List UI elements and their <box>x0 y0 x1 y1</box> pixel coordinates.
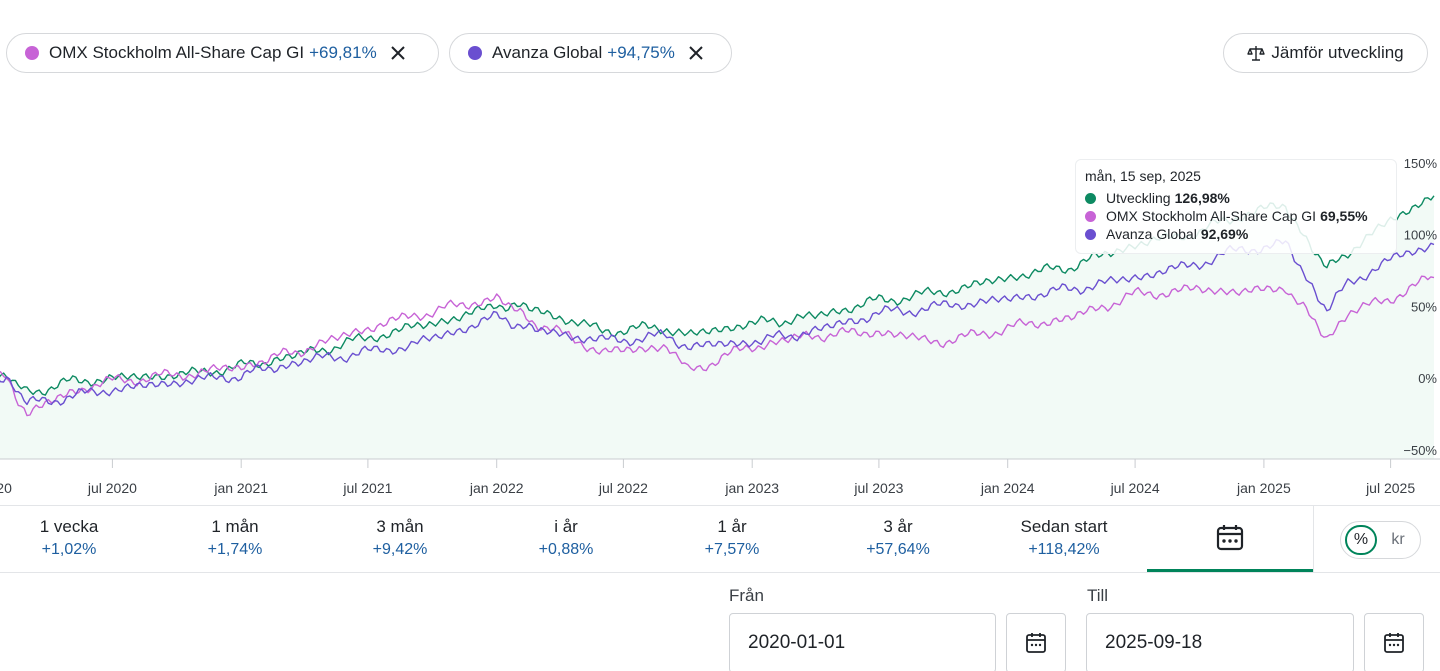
period-label: Sedan start <box>1020 517 1108 536</box>
period-since-start[interactable]: Sedan start +118,42% <box>999 506 1129 572</box>
x-tick-label: jul 2021 <box>342 480 392 496</box>
to-date-field[interactable]: 2025-09-18 <box>1086 613 1354 671</box>
compare-development-button[interactable]: Jämför utveckling <box>1223 33 1428 73</box>
custom-period-tab[interactable] <box>1147 506 1313 572</box>
chip-name: Avanza Global <box>492 43 603 62</box>
calendar-icon <box>1384 633 1404 653</box>
y-axis-ticks: 150% 100% 50% 0% −50% <box>1403 156 1437 458</box>
period-selector: 1 vecka +1,02% 1 mån +1,74% 3 mån +9,42%… <box>0 505 1440 573</box>
tooltip-series-name: Utveckling <box>1106 190 1171 206</box>
period-label: 1 mån <box>211 517 259 536</box>
divider <box>1313 506 1314 572</box>
tooltip-series-name: OMX Stockholm All-Share Cap GI <box>1106 208 1317 224</box>
tooltip-row: Utveckling 126,98% <box>1085 189 1387 207</box>
to-date-picker-button[interactable] <box>1364 613 1424 671</box>
y-tick-label: 150% <box>1404 156 1438 171</box>
series-color-dot <box>1085 210 1096 222</box>
period-label: 1 vecka <box>39 517 99 536</box>
x-tick-label: jul 2024 <box>1110 480 1160 496</box>
period-3-months[interactable]: 3 mån +9,42% <box>335 506 465 572</box>
period-label: 1 år <box>717 517 747 536</box>
series-color-dot <box>1085 228 1096 240</box>
unit-option-kr[interactable]: kr <box>1391 531 1405 548</box>
close-icon[interactable] <box>385 40 411 66</box>
period-1-year[interactable]: 1 år +7,57% <box>667 506 797 572</box>
tooltip-series-value: 126,98% <box>1174 190 1230 206</box>
tooltip-date: mån, 15 sep, 2025 <box>1085 168 1201 184</box>
chip-name: OMX Stockholm All-Share Cap GI <box>49 43 305 62</box>
period-value: +118,42% <box>1028 541 1100 558</box>
scale-icon <box>1247 46 1266 61</box>
x-tick-label: jul 2023 <box>853 480 903 496</box>
series-color-dot <box>1085 192 1096 204</box>
y-tick-label: −50% <box>1403 443 1437 458</box>
period-label: i år <box>554 517 578 536</box>
x-tick-label: jan 2020 <box>0 480 12 496</box>
unit-toggle[interactable]: % kr <box>1340 521 1421 559</box>
series-layer <box>0 195 1435 459</box>
series-color-dot <box>25 46 39 60</box>
y-tick-label: 50% <box>1411 299 1437 314</box>
tooltip-row: Avanza Global 92,69% <box>1085 225 1387 243</box>
unit-option-percent[interactable]: % <box>1345 525 1377 555</box>
x-tick-label: jan 2023 <box>724 480 779 496</box>
chip-change: +94,75% <box>607 43 675 62</box>
from-date-field[interactable]: 2020-01-01 <box>729 613 996 671</box>
x-tick-label: jan 2025 <box>1236 480 1291 496</box>
series-line-omx-stockholm-all-share-cap-gi <box>0 275 1435 417</box>
performance-chart[interactable]: jan 2020 jul 2020 jan 2021 jul 2021 jan 2022… <box>0 140 1440 505</box>
x-tick-label: jan 2021 <box>213 480 268 496</box>
tooltip-series-value: 69,55% <box>1320 208 1368 224</box>
x-tick-label: jul 2020 <box>87 480 137 496</box>
series-line-avanza-global <box>0 238 1435 406</box>
period-3-years[interactable]: 3 år +57,64% <box>833 506 963 572</box>
compare-button-label: Jämför utveckling <box>1271 43 1404 62</box>
y-tick-label: 0% <box>1418 371 1437 386</box>
calendar-icon <box>1026 633 1046 653</box>
x-tick-label: jul 2025 <box>1365 480 1415 496</box>
period-label: 3 mån <box>376 517 424 536</box>
period-value: +9,42% <box>372 541 428 558</box>
close-icon[interactable] <box>683 40 709 66</box>
compare-chip-omx[interactable]: OMX Stockholm All-Share Cap GI +69,81% <box>6 33 439 73</box>
tooltip-series-value: 92,69% <box>1200 226 1249 242</box>
x-tick-label: jul 2022 <box>598 480 648 496</box>
series-color-dot <box>468 46 482 60</box>
period-label: 3 år <box>883 517 913 536</box>
calendar-icon <box>1216 524 1244 550</box>
series-area-fill <box>0 195 1434 459</box>
period-value: +1,74% <box>207 541 263 558</box>
compare-chip-avanza-global[interactable]: Avanza Global +94,75% <box>449 33 732 73</box>
tooltip-row: OMX Stockholm All-Share Cap GI 69,55% <box>1085 207 1387 225</box>
x-tick-label: jan 2022 <box>469 480 524 496</box>
from-label: Från <box>729 586 764 605</box>
chip-change: +69,81% <box>309 43 377 62</box>
from-date-picker-button[interactable] <box>1006 613 1066 671</box>
period-1-month[interactable]: 1 mån +1,74% <box>170 506 300 572</box>
period-1-week[interactable]: 1 vecka +1,02% <box>0 506 138 572</box>
period-value: +0,88% <box>538 541 594 558</box>
period-value: +7,57% <box>704 541 760 558</box>
x-tick-label: jan 2024 <box>980 480 1035 496</box>
period-ytd[interactable]: i år +0,88% <box>501 506 631 572</box>
x-axis-ticks: jan 2020 jul 2020 jan 2021 jul 2021 jan 2022… <box>0 459 1415 496</box>
period-value: +57,64% <box>866 541 930 558</box>
chart-tooltip: mån, 15 sep, 2025 Utveckling 126,98% OMX… <box>1075 159 1397 254</box>
period-value: +1,02% <box>41 541 97 558</box>
y-tick-label: 100% <box>1404 228 1438 243</box>
tooltip-series-name: Avanza Global <box>1106 226 1197 242</box>
to-label: Till <box>1087 586 1109 605</box>
